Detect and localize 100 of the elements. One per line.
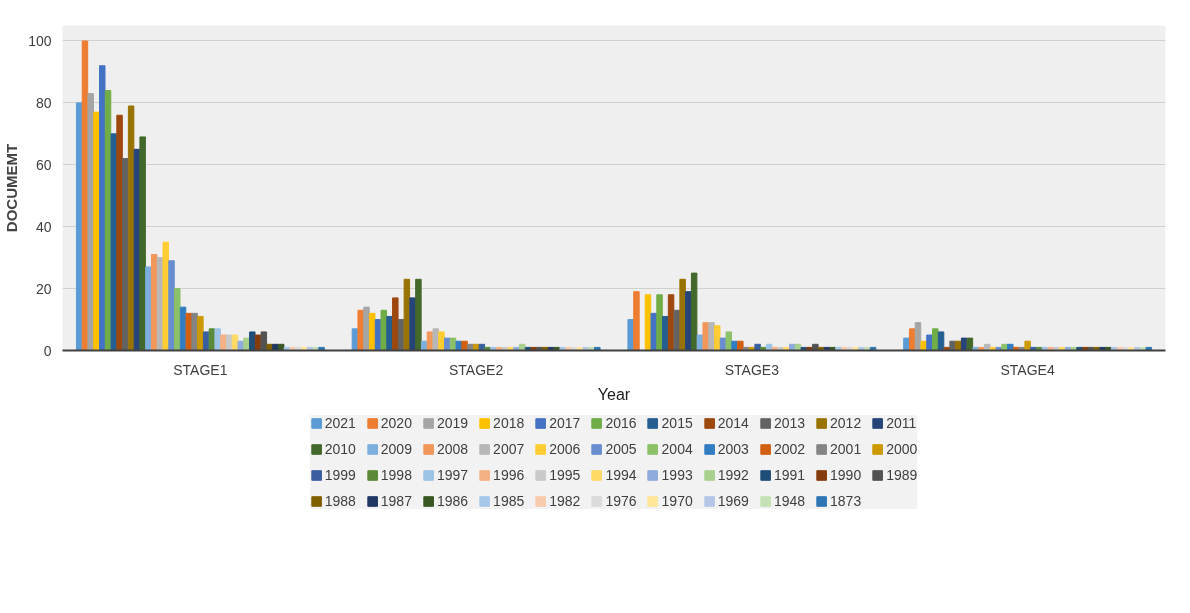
- legend-label: 1982: [549, 493, 581, 509]
- bar: [937, 331, 945, 351]
- bar: [174, 288, 181, 351]
- x-tick-label: STAGE4: [1000, 361, 1055, 378]
- bar: [133, 148, 141, 351]
- legend-label: 2004: [661, 441, 693, 457]
- bar: [197, 315, 204, 351]
- bar: [903, 337, 910, 351]
- legend-label: 2006: [549, 441, 581, 457]
- bar: [685, 291, 692, 351]
- legend-label: 2017: [549, 415, 581, 431]
- legend-label: 2003: [717, 441, 749, 457]
- legend-label: 2015: [661, 415, 693, 431]
- bar: [673, 309, 681, 351]
- bar: [765, 343, 773, 351]
- legend-label: 1993: [661, 467, 693, 483]
- bar: [679, 278, 686, 351]
- bar: [75, 102, 83, 351]
- legend-label: 2012: [830, 415, 862, 431]
- bar: [812, 343, 819, 351]
- bar: [1024, 340, 1031, 351]
- bar: [983, 343, 991, 351]
- x-tick-label: STAGE2: [449, 361, 504, 378]
- bar: [932, 328, 939, 351]
- bar: [249, 331, 256, 351]
- bar: [594, 346, 601, 351]
- bar: [702, 322, 709, 351]
- bar: [214, 328, 221, 351]
- bar: [357, 309, 364, 351]
- legend-label: 2000: [886, 441, 918, 457]
- bar: [150, 254, 158, 351]
- legend-label: 1999: [324, 467, 356, 483]
- bar: [708, 322, 715, 351]
- y-tick-label: 100: [28, 32, 52, 49]
- bar: [93, 111, 100, 351]
- legend-label: 1992: [717, 467, 749, 483]
- y-tick-label: 20: [35, 280, 52, 297]
- legend-label: 2014: [717, 415, 749, 431]
- bar: [168, 260, 175, 351]
- bar: [627, 319, 634, 351]
- bar: [633, 291, 640, 351]
- legend-label: 1990: [830, 467, 862, 483]
- legend-label: 1986: [436, 493, 469, 509]
- y-tick-label: 0: [43, 342, 52, 359]
- legend-label: 1997: [436, 467, 469, 483]
- bar: [926, 334, 933, 351]
- legend-label: 2010: [324, 441, 356, 457]
- x-axis-title: Year: [597, 385, 631, 403]
- bar: [650, 312, 657, 351]
- y-tick-label: 80: [35, 94, 52, 111]
- bar: [162, 241, 169, 351]
- bar: [1145, 346, 1153, 351]
- bar: [145, 266, 152, 351]
- legend-label: 1998: [380, 467, 412, 483]
- bar: [139, 136, 146, 351]
- bar: [737, 340, 744, 351]
- x-tick-label: STAGE3: [724, 361, 780, 378]
- bar: [386, 315, 393, 351]
- bar: [277, 343, 285, 351]
- bar: [656, 294, 663, 351]
- bar: [714, 325, 721, 351]
- bar: [110, 133, 118, 351]
- legend-label: 2020: [380, 415, 412, 431]
- bar: [260, 331, 268, 351]
- bar: [725, 331, 733, 351]
- bar: [185, 312, 193, 351]
- legend-label: 1969: [717, 493, 749, 509]
- legend-label: 2008: [436, 441, 469, 457]
- legend-label: 2007: [493, 441, 525, 457]
- bar: [363, 306, 370, 351]
- legend-label: 2001: [830, 441, 862, 457]
- x-tick-label: STAGE1: [173, 361, 228, 378]
- legend-label: 1995: [549, 467, 581, 483]
- legend-label: 1988: [324, 493, 356, 509]
- bar: [754, 343, 761, 351]
- legend-label: 2016: [605, 415, 637, 431]
- bar: [87, 93, 94, 351]
- bar: [690, 272, 698, 351]
- bar: [908, 328, 916, 351]
- legend-label: 2018: [493, 415, 525, 431]
- bar: [220, 334, 227, 351]
- bar: [392, 297, 399, 351]
- bar: [415, 278, 422, 351]
- bar: [438, 331, 445, 351]
- y-axis-title: DOCUMEMT: [3, 143, 21, 233]
- bar: [122, 158, 129, 351]
- bar: [243, 337, 250, 351]
- y-tick-label: 40: [35, 218, 52, 235]
- legend-label: 2009: [380, 441, 412, 457]
- legend-label: 2013: [773, 415, 806, 431]
- legend-label: 1985: [493, 493, 525, 509]
- legend-label: 2011: [886, 415, 917, 431]
- legend-label: 1970: [661, 493, 693, 509]
- bar: [461, 340, 468, 351]
- legend-label: 1976: [605, 493, 637, 509]
- bar: [380, 309, 388, 351]
- legend-label: 2005: [605, 441, 637, 457]
- bar: [116, 114, 123, 351]
- bar: [960, 337, 968, 351]
- legend-label: 2021: [324, 415, 356, 431]
